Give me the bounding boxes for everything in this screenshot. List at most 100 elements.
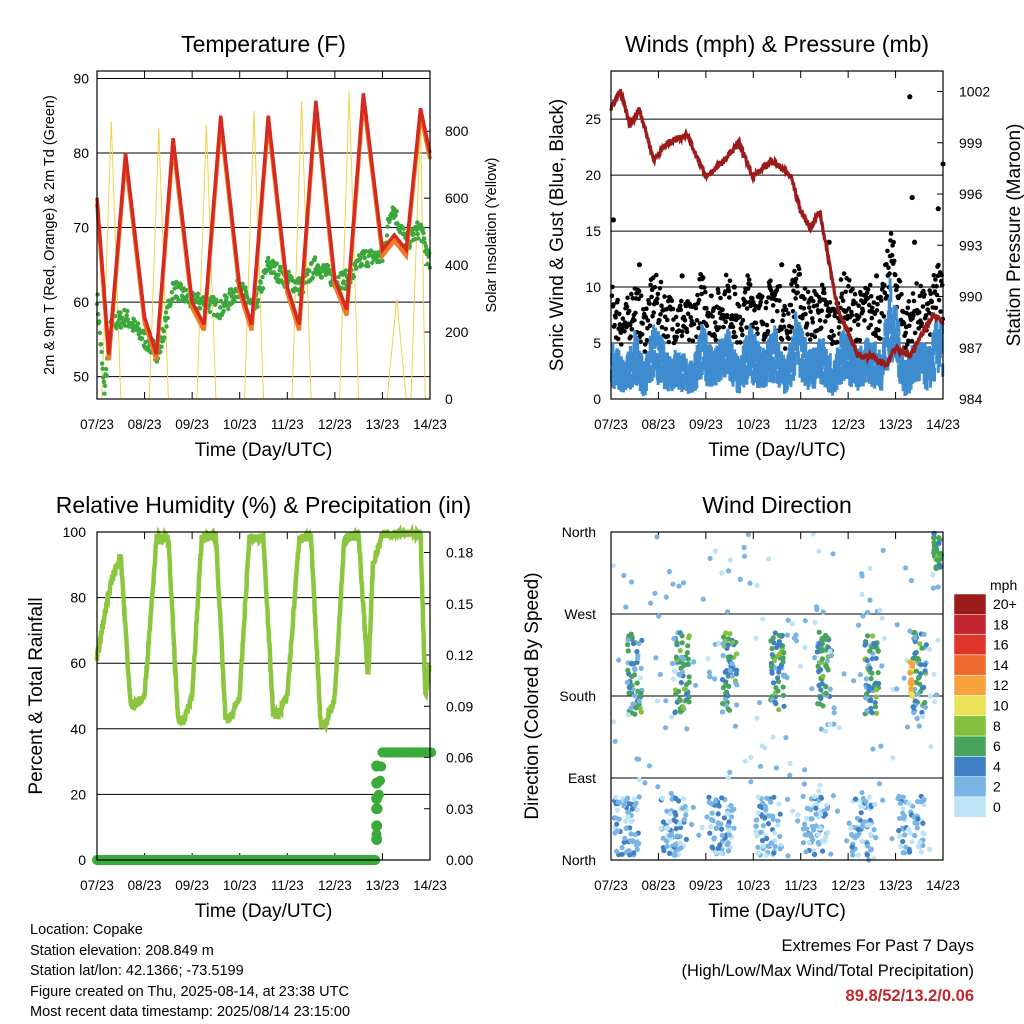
chart-humidity: Relative Humidity (%) & Precipitation (i… (26, 492, 473, 922)
direction-point (902, 832, 908, 838)
direction-point (659, 795, 665, 801)
x-tick-label: 14/23 (413, 878, 447, 893)
gust-point (862, 318, 867, 323)
direction-point (776, 632, 783, 639)
gust-point (788, 302, 794, 308)
gust-point (793, 296, 798, 301)
legend-label: 0 (993, 799, 1001, 815)
direction-point (652, 590, 658, 596)
gust-point (655, 296, 660, 301)
direction-point (772, 843, 778, 850)
direction-point (819, 681, 825, 687)
gust-point (920, 304, 926, 309)
y-tick-label: 90 (73, 70, 89, 86)
direction-point (674, 640, 680, 646)
direction-point (615, 828, 621, 834)
direction-point (721, 815, 728, 821)
direction-point (712, 676, 718, 682)
dewpoint-point (139, 336, 145, 341)
direction-point (876, 781, 883, 787)
direction-point (818, 794, 824, 800)
direction-point (673, 654, 679, 660)
direction-point (678, 680, 684, 686)
gust-point (648, 282, 653, 288)
direction-point (707, 555, 713, 562)
gust-point (738, 340, 743, 345)
gust-point (640, 321, 645, 326)
gust-point (620, 316, 626, 321)
direction-point (677, 698, 683, 704)
direction-point (759, 837, 766, 844)
direction-point (780, 655, 786, 661)
direction-point (932, 699, 938, 705)
x-tick-label: 10/23 (223, 417, 257, 432)
x-tick-label: 11/23 (271, 878, 304, 893)
direction-point (657, 671, 663, 678)
direction-point (762, 745, 768, 751)
direction-point (676, 688, 682, 694)
direction-point (667, 819, 673, 825)
direction-point (869, 710, 875, 716)
direction-point (850, 852, 856, 858)
direction-point (827, 648, 833, 654)
direction-point (719, 826, 725, 832)
dewpoint-point (307, 268, 312, 274)
direction-point (708, 801, 715, 807)
y-tick-label: 60 (73, 294, 89, 310)
direction-point (922, 668, 928, 674)
direction-point (777, 846, 783, 852)
dewpoint-point (416, 236, 421, 241)
gust-point (720, 307, 725, 313)
direction-point (918, 849, 925, 855)
direction-point (760, 823, 767, 829)
dewpoint-point (351, 274, 357, 280)
gust-point (759, 294, 765, 299)
dewpoint-point (103, 366, 109, 372)
direction-point (823, 834, 829, 840)
direction-point (859, 790, 865, 796)
direction-point (872, 704, 879, 710)
direction-point (802, 821, 808, 827)
gust-point (654, 300, 660, 306)
gust-point (831, 333, 836, 338)
legend-label: 4 (993, 758, 1001, 774)
direction-point (817, 701, 823, 707)
direction-point (817, 826, 823, 832)
direction-point (625, 642, 631, 648)
direction-point (911, 710, 917, 716)
direction-point (823, 663, 829, 669)
dewpoint-point (384, 233, 390, 238)
gust-point (931, 273, 937, 278)
direction-point (713, 798, 719, 804)
direction-point (816, 669, 822, 675)
direction-point (820, 673, 826, 679)
direction-point (918, 671, 924, 677)
direction-point (625, 648, 631, 654)
direction-point (809, 823, 816, 829)
direction-point (780, 659, 786, 665)
direction-point (721, 634, 727, 640)
dewpoint-point (425, 261, 430, 267)
gust-point (745, 273, 750, 278)
gust-point (892, 272, 898, 278)
gust-point (873, 333, 879, 339)
gust-point (922, 292, 927, 297)
gust-point (768, 287, 774, 293)
direction-point (822, 728, 829, 734)
x-axis-label: Time (Day/UTC) (195, 440, 333, 461)
dewpoint-point (164, 324, 169, 329)
y2-tick-label: 0.09 (446, 698, 473, 714)
dewpoint-point (276, 272, 281, 277)
gust-point (829, 328, 834, 334)
dewpoint-point (244, 295, 250, 300)
gust-point (928, 291, 933, 297)
direction-point (935, 584, 941, 590)
gust-point (611, 302, 616, 307)
dewpoint-point (286, 269, 291, 275)
direction-point (914, 716, 920, 722)
gust-point (889, 252, 895, 258)
x-tick-label: 09/23 (175, 417, 209, 432)
direction-point (663, 698, 669, 704)
direction-point (873, 694, 879, 700)
